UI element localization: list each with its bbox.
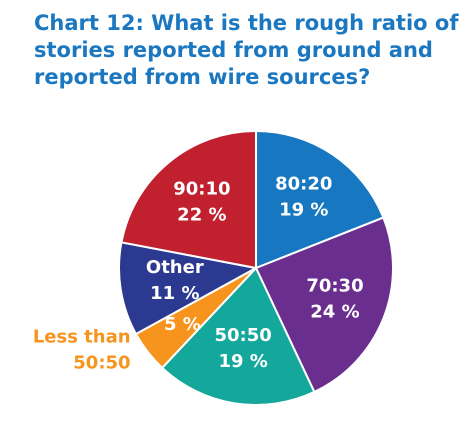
slice-category-label: Other — [146, 257, 204, 278]
chart-title-line-2: stories reported from ground and — [34, 38, 433, 62]
slice-category-label: Less than — [33, 326, 131, 347]
slice-value-label: 19 % — [279, 200, 328, 221]
chart-title-line-1: Chart 12: What is the rough ratio of — [34, 11, 459, 35]
pie-slice — [120, 130, 257, 269]
slice-value-label: 22 % — [177, 205, 226, 226]
slice-value-label: 5 % — [164, 314, 201, 335]
slice-category-label: 50:50 — [73, 352, 130, 373]
slice-value-label: 24 % — [310, 301, 359, 322]
pie-slice — [255, 216, 394, 393]
slice-category-label: 70:30 — [306, 275, 363, 296]
slice-value-label: 11 % — [150, 283, 199, 304]
chart-title-line-3: reported from wire sources? — [34, 65, 371, 89]
slice-value-label: 19 % — [218, 351, 267, 372]
slice-category-label: 80:20 — [275, 174, 332, 195]
chart-title: Chart 12: What is the rough ratio of sto… — [34, 10, 469, 91]
pie-slice — [255, 130, 385, 269]
pie-slices — [118, 130, 394, 406]
pie-slice — [118, 241, 257, 335]
pie-slice — [161, 267, 316, 406]
slice-category-label: 90:10 — [173, 179, 230, 200]
pie-labels: 80:20 19 % 70:30 24 % 50:50 19 % 5 % Less than 5… — [33, 174, 364, 374]
slice-category-label: 50:50 — [214, 325, 271, 346]
